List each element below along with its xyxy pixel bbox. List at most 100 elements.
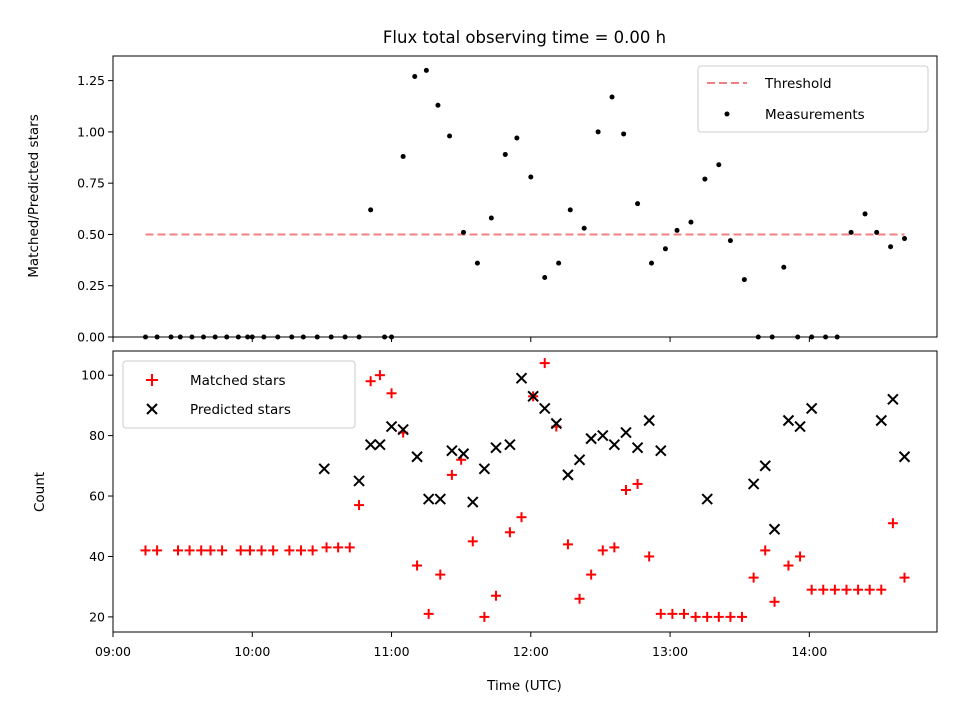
matched-star-point xyxy=(841,584,852,595)
predicted-star-point xyxy=(794,420,806,433)
measurement-point xyxy=(528,174,534,180)
matched-star-point xyxy=(268,545,279,556)
chart-title: Flux total observing time = 0.00 h xyxy=(383,28,666,47)
matched-star-point xyxy=(490,590,501,601)
matched-star-point xyxy=(609,542,620,553)
matched-star-point xyxy=(386,388,397,399)
measurement-point xyxy=(635,201,641,207)
measurement-point xyxy=(781,264,787,270)
measurement-point xyxy=(702,176,708,182)
predicted-star-point xyxy=(385,420,398,433)
measurement-point xyxy=(542,275,548,281)
predicted-star-point xyxy=(397,423,409,436)
predicted-star-point xyxy=(411,451,423,463)
matched-star-point xyxy=(235,545,246,556)
predicted-star-point xyxy=(490,441,502,454)
matched-star-point xyxy=(296,545,307,556)
matched-star-point xyxy=(423,608,434,619)
matched-star-point xyxy=(887,518,898,529)
matched-star-point xyxy=(412,560,423,571)
legend-predicted-label: Predicted stars xyxy=(190,402,291,418)
predicted-star-point xyxy=(527,390,539,403)
y-tick-label: 80 xyxy=(89,428,105,443)
matched-star-point xyxy=(806,584,817,595)
matched-star-point xyxy=(644,551,655,562)
measurement-point xyxy=(514,135,520,141)
measurement-point xyxy=(435,102,441,108)
predicted-star-point xyxy=(887,393,899,406)
predicted-star-point xyxy=(768,523,781,535)
matched-star-point xyxy=(344,542,355,553)
matched-star-point xyxy=(620,484,631,495)
matched-star-point xyxy=(516,512,527,523)
matched-star-point xyxy=(217,545,228,556)
legend-matched-label: Matched stars xyxy=(190,373,286,389)
matched-star-point xyxy=(244,545,255,556)
measurement-point xyxy=(567,207,573,213)
measurement-point xyxy=(741,277,747,283)
y-tick-label: 1.25 xyxy=(77,73,105,88)
matched-star-point xyxy=(539,358,550,369)
matched-star-point xyxy=(140,545,151,556)
predicted-star-point xyxy=(318,463,330,475)
predicted-star-point xyxy=(805,402,818,415)
matched-star-point xyxy=(769,596,780,607)
matched-star-point xyxy=(899,572,910,583)
matched-star-point xyxy=(256,545,267,556)
top-legend-box xyxy=(697,65,929,133)
predicted-star-point xyxy=(655,445,667,457)
predicted-star-point xyxy=(620,426,632,439)
matched-star-point xyxy=(374,370,385,381)
measurement-point xyxy=(649,260,655,266)
measurement-point xyxy=(662,246,668,252)
matched-star-point xyxy=(678,608,689,619)
top-x-ticks xyxy=(112,337,810,342)
predicted-star-point xyxy=(478,463,491,475)
predicted-star-point xyxy=(457,448,470,460)
matched-star-point xyxy=(504,527,515,538)
matched-star-point xyxy=(467,536,478,547)
top-panel: Flux total observing time = 0.00 h Match… xyxy=(26,28,938,345)
matched-star-point xyxy=(690,611,701,622)
matched-star-point xyxy=(574,593,585,604)
y-tick-label: 20 xyxy=(89,609,105,624)
top-y-axis-label: Matched/Predicted stars xyxy=(26,114,42,277)
top-plot-frame xyxy=(112,55,938,338)
matched-star-point xyxy=(172,545,183,556)
matched-star-point xyxy=(365,376,376,387)
predicted-star-point xyxy=(434,493,446,505)
matched-star-point xyxy=(196,545,207,556)
predicted-star-point xyxy=(585,432,597,445)
measurement-point xyxy=(368,207,374,213)
x-tick-label: 12:00 xyxy=(513,644,549,659)
predicted-star-point xyxy=(643,414,655,427)
matched-star-point xyxy=(446,469,457,480)
measurement-point xyxy=(423,67,429,73)
matched-star-point xyxy=(667,608,678,619)
matched-star-point xyxy=(864,584,875,595)
bottom-plot-frame xyxy=(112,350,938,633)
predicted-star-point xyxy=(898,451,911,463)
measurement-point xyxy=(447,133,453,139)
measurement-point xyxy=(474,260,480,266)
matched-star-point xyxy=(876,584,887,595)
y-tick-label: 1.00 xyxy=(77,124,105,139)
measurement-point xyxy=(716,162,722,168)
predicted-star-point xyxy=(759,460,771,472)
matched-star-point xyxy=(435,569,446,580)
measurement-point xyxy=(862,211,868,217)
x-tick-label: 13:00 xyxy=(652,644,688,659)
measurement-point xyxy=(556,260,562,266)
matched-star-point xyxy=(597,545,608,556)
y-tick-label: 0.00 xyxy=(77,330,105,345)
top-legend: Threshold Measurements xyxy=(697,65,929,133)
predicted-star-point xyxy=(747,478,760,490)
predicted-star-point xyxy=(504,438,516,451)
predicted-star-point xyxy=(875,414,888,427)
matched-star-point xyxy=(586,569,597,580)
predicted-stars-layer xyxy=(318,372,911,535)
legend-predicted-swatch xyxy=(146,403,158,415)
matched-star-point xyxy=(562,539,573,550)
y-tick-label: 0.50 xyxy=(77,227,105,242)
matched-star-point xyxy=(795,551,806,562)
